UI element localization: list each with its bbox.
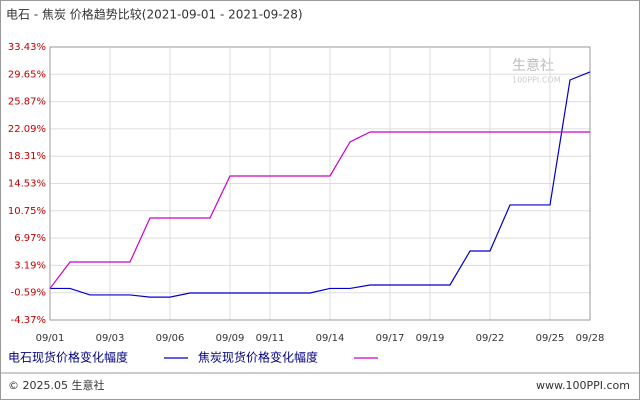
y-tick-label: -4.37% (11, 315, 46, 326)
x-tick-label: 09/06 (156, 333, 185, 344)
x-tick-label: 09/25 (536, 333, 565, 344)
y-tick-label: 25.87% (8, 97, 46, 108)
plot-frame (49, 46, 591, 321)
x-tick-label: 09/09 (216, 333, 245, 344)
x-tick-label: 09/28 (576, 333, 605, 344)
y-tick-label: 6.97% (14, 233, 46, 244)
x-tick-label: 09/14 (316, 333, 345, 344)
x-tick-label: 09/01 (36, 333, 65, 344)
y-tick-label: 29.65% (8, 69, 46, 80)
series-line (49, 131, 590, 289)
footer-right: www.100PPI.com (536, 379, 630, 392)
watermark: 生意社 (512, 57, 554, 74)
y-tick-label: 18.31% (8, 151, 46, 162)
y-tick-label: 33.43% (8, 42, 46, 53)
x-tick-label: 09/11 (256, 333, 285, 344)
footer-left: © 2025.05 生意社 (8, 378, 104, 392)
y-tick-label: 10.75% (8, 206, 46, 217)
series-line (50, 71, 591, 298)
legend-label: 电石现货价格变化幅度 (8, 350, 128, 365)
x-tick-label: 09/22 (476, 333, 505, 344)
y-tick-label: 14.53% (8, 179, 46, 190)
x-tick-label: 09/19 (416, 333, 445, 344)
y-tick-label: 3.19% (14, 260, 46, 271)
x-tick-label: 09/03 (96, 333, 125, 344)
y-tick-label: -0.59% (11, 288, 46, 299)
watermark: 100PPI.COM (512, 76, 561, 85)
legend-label: 焦炭现货价格变化幅度 (198, 350, 318, 365)
x-tick-label: 09/17 (376, 333, 405, 344)
chart-title: 电石 - 焦炭 价格趋势比较(2021-09-01 - 2021-09-28) (6, 7, 303, 22)
y-tick-label: 22.09% (8, 124, 46, 135)
